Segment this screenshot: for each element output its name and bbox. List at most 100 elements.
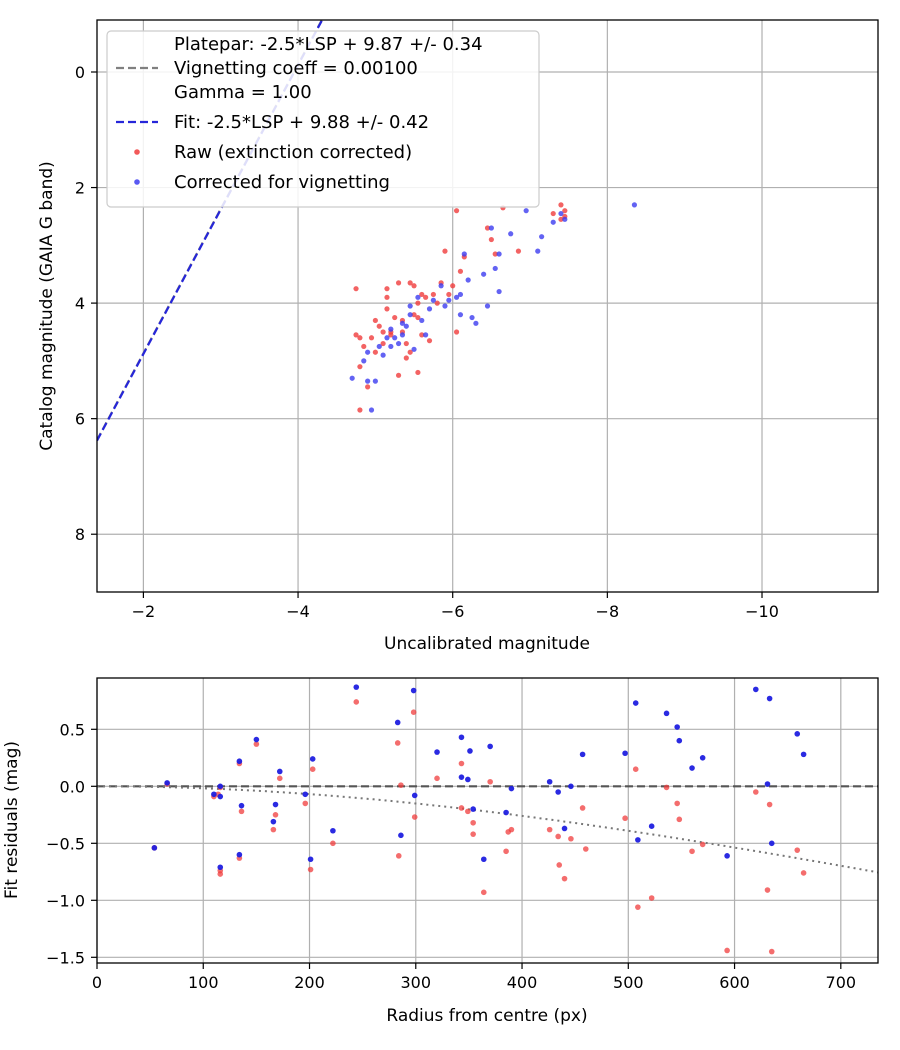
bottom-x-tick-label: 200	[294, 973, 325, 992]
top-y-tick-label: 6	[75, 410, 85, 429]
raw-point	[361, 343, 367, 350]
corrected-residual-point	[480, 856, 487, 863]
raw-point	[365, 384, 371, 390]
corrected-point	[388, 343, 394, 350]
corrected-residual-point	[211, 791, 217, 798]
corrected-point	[376, 343, 382, 350]
legend-dot-swatch	[134, 149, 140, 155]
corrected-residual-point	[276, 768, 283, 775]
raw-point	[550, 210, 556, 217]
corrected-point	[415, 294, 421, 300]
corrected-point	[453, 294, 460, 300]
raw-residual-point	[768, 948, 775, 955]
raw-residual-point	[302, 800, 309, 807]
corrected-residual-point	[302, 791, 309, 798]
corrected-point	[496, 288, 502, 295]
corrected-point	[407, 312, 413, 318]
corrected-residual-point	[794, 731, 801, 737]
raw-residual-point	[480, 889, 487, 896]
raw-point	[426, 338, 433, 344]
corrected-residual-point	[674, 724, 680, 730]
corrected-residual-point	[561, 825, 568, 832]
raw-residual-point	[556, 862, 563, 868]
corrected-point	[365, 349, 371, 355]
legend-label: Corrected for vignetting	[174, 172, 390, 193]
raw-residual-point	[353, 699, 360, 705]
corrected-residual-point	[434, 749, 440, 755]
raw-point	[353, 332, 359, 338]
raw-point	[395, 280, 402, 286]
corrected-residual-point	[458, 774, 465, 780]
corrected-point	[484, 303, 491, 309]
corrected-residual-point	[253, 736, 260, 743]
bottom-x-tick-label: 400	[507, 973, 538, 992]
raw-point	[392, 314, 398, 321]
corrected-point	[457, 291, 464, 298]
raw-residual-point	[505, 829, 512, 835]
raw-point	[446, 291, 452, 298]
raw-point	[384, 294, 390, 300]
top-y-tick-label: 0	[75, 63, 85, 82]
top-y-tick-label: 4	[75, 294, 85, 313]
corrected-point	[631, 202, 638, 208]
corrected-residual-point	[546, 778, 553, 785]
corrected-residual-point	[764, 781, 771, 787]
corrected-residual-point	[503, 809, 509, 816]
raw-residual-point	[411, 814, 418, 820]
raw-residual-point	[676, 816, 683, 823]
corrected-point	[446, 297, 452, 303]
corrected-point	[399, 332, 406, 338]
raw-residual-point	[800, 870, 807, 876]
corrected-residual-point	[555, 789, 561, 795]
top-y-tick-label: 8	[75, 525, 85, 544]
raw-residual-point	[458, 805, 465, 811]
bottom-x-axis-label: Radius from centre (px)	[386, 1006, 587, 1026]
raw-point	[488, 236, 494, 243]
bottom-x-tick-label: 700	[826, 973, 857, 992]
bottom-y-axis-label: Fit residuals (mag)	[2, 741, 22, 899]
raw-residual-point	[555, 833, 561, 840]
corrected-residual-point	[217, 864, 224, 871]
raw-residual-point	[434, 775, 440, 782]
raw-residual-point	[663, 784, 670, 791]
corrected-point	[492, 265, 498, 272]
corrected-residual-point	[236, 758, 243, 765]
raw-point	[384, 286, 390, 292]
raw-point	[558, 216, 564, 222]
corrected-point	[535, 248, 541, 254]
raw-point	[453, 208, 460, 214]
corrected-residual-point	[568, 783, 574, 790]
corrected-point	[380, 352, 386, 358]
raw-residual-point	[546, 826, 553, 833]
corrected-point	[481, 271, 487, 277]
bottom-x-tick-label: 500	[613, 973, 644, 992]
corrected-residual-point	[753, 686, 759, 693]
raw-point	[407, 349, 413, 355]
raw-residual-point	[764, 887, 771, 893]
corrected-residual-point	[465, 776, 471, 783]
raw-residual-point	[398, 782, 404, 788]
raw-residual-point	[470, 831, 476, 837]
bottom-y-tick-label: 0.0	[60, 777, 85, 796]
raw-point	[415, 314, 421, 321]
corrected-point	[465, 277, 471, 283]
corrected-point	[349, 375, 355, 381]
raw-residual-point	[632, 766, 639, 772]
corrected-point	[403, 323, 409, 329]
corrected-residual-point	[394, 719, 401, 726]
corrected-residual-point	[272, 801, 279, 808]
raw-residual-point	[561, 875, 568, 882]
raw-point	[484, 225, 491, 231]
raw-point	[442, 248, 448, 254]
raw-point	[384, 306, 390, 312]
bottom-x-tick-label: 300	[401, 973, 432, 992]
bottom-x-tick-label: 100	[188, 973, 219, 992]
raw-residual-point	[503, 848, 509, 855]
corrected-residual-point	[467, 748, 473, 754]
raw-residual-point	[568, 835, 574, 842]
raw-residual-point	[410, 709, 417, 715]
raw-point	[380, 329, 386, 335]
raw-point	[419, 332, 425, 338]
bottom-x-tick-label: 0	[92, 973, 102, 992]
